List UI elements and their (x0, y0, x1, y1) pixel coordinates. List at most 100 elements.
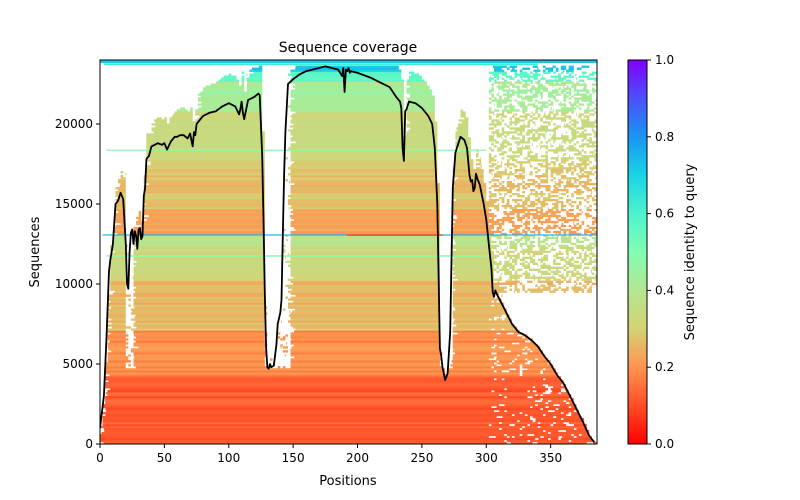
identity-bar (561, 222, 564, 226)
identity-bar (500, 117, 502, 120)
identity-bar (107, 336, 126, 339)
identity-bar (115, 212, 126, 216)
identity-bar (506, 165, 510, 168)
identity-bar (568, 278, 572, 281)
identity-bar (524, 95, 538, 98)
identity-bar (547, 224, 549, 228)
identity-bar (591, 236, 597, 240)
identity-bar (290, 139, 438, 142)
identity-bar (535, 109, 538, 112)
identity-bar (589, 252, 595, 256)
identity-bar (562, 272, 564, 275)
identity-bar (290, 238, 440, 242)
identity-bar (576, 204, 579, 208)
identity-bar (584, 238, 590, 242)
identity-bar (555, 183, 561, 186)
identity-bar (555, 256, 564, 260)
identity-bar (548, 406, 569, 409)
identity-bar (512, 115, 515, 118)
identity-bar (133, 352, 268, 355)
identity-bar (453, 270, 494, 273)
identity-bar (452, 189, 487, 192)
identity-bar (560, 206, 564, 210)
identity-bar (578, 75, 590, 78)
identity-bar (408, 105, 435, 108)
identity-bar (246, 77, 263, 80)
identity-bar (146, 133, 265, 136)
identity-bar (290, 348, 440, 351)
identity-bar (537, 441, 587, 444)
identity-bar (133, 252, 265, 256)
identity-bar (290, 175, 438, 178)
identity-bar (509, 167, 513, 170)
identity-bar (455, 242, 492, 246)
identity-bar (578, 113, 585, 116)
identity-bar (528, 268, 541, 271)
identity-bar (452, 246, 497, 250)
identity-bar (560, 67, 567, 70)
identity-bar (553, 123, 556, 126)
identity-bar (568, 230, 577, 234)
identity-bar (510, 69, 518, 72)
identity-bar (133, 362, 265, 365)
identity-bar (150, 161, 265, 164)
identity-bar (501, 394, 536, 397)
identity-bar (504, 378, 543, 381)
identity-bar (169, 117, 193, 120)
identity-bar (548, 93, 554, 96)
identity-bar (573, 179, 579, 182)
identity-bar (551, 89, 559, 92)
identity-bar (548, 91, 559, 94)
identity-bar (576, 240, 585, 244)
identity-bar (107, 298, 126, 301)
identity-bar (110, 286, 126, 289)
identity-bar (542, 262, 546, 265)
identity-bar (133, 278, 265, 281)
identity-bar (578, 181, 590, 184)
identity-bar (452, 167, 474, 170)
identity-bar (133, 288, 265, 291)
identity-bar (146, 147, 265, 150)
identity-bar (509, 210, 525, 214)
identity-bar (452, 218, 494, 222)
identity-bar (516, 214, 520, 218)
identity-bar (524, 212, 538, 216)
identity-bar (514, 119, 525, 122)
identity-bar (539, 143, 541, 146)
identity-bar (566, 400, 574, 403)
identity-bar (560, 193, 567, 196)
identity-bar (560, 89, 567, 92)
identity-bar (568, 127, 574, 130)
identity-bar (508, 220, 515, 224)
identity-bar (292, 113, 404, 116)
identity-bar (524, 274, 531, 277)
identity-bar (452, 366, 492, 369)
identity-bar (564, 187, 567, 190)
identity-bar (566, 171, 569, 174)
identity-bar (586, 139, 592, 142)
identity-bar (553, 423, 567, 427)
identity-bar (447, 368, 510, 371)
identity-bar (501, 161, 503, 164)
identity-bar (574, 284, 577, 287)
identity-bar (133, 226, 265, 230)
identity-bar (589, 242, 597, 246)
identity-bar (540, 105, 549, 108)
identity-bar (535, 91, 543, 94)
identity-bar (546, 282, 554, 285)
identity-bar (200, 91, 263, 94)
identity-bar (151, 129, 263, 132)
identity-bar (452, 354, 518, 357)
identity-bar (197, 97, 263, 100)
identity-bar (105, 402, 546, 405)
identity-bar (292, 326, 440, 329)
identity-bar (501, 127, 505, 130)
identity-bar (571, 274, 577, 277)
identity-bar (491, 85, 493, 88)
identity-bar (492, 141, 494, 144)
identity-bar (452, 298, 502, 301)
identity-bar (560, 288, 569, 291)
identity-bar (133, 292, 265, 295)
identity-bar (584, 137, 587, 140)
